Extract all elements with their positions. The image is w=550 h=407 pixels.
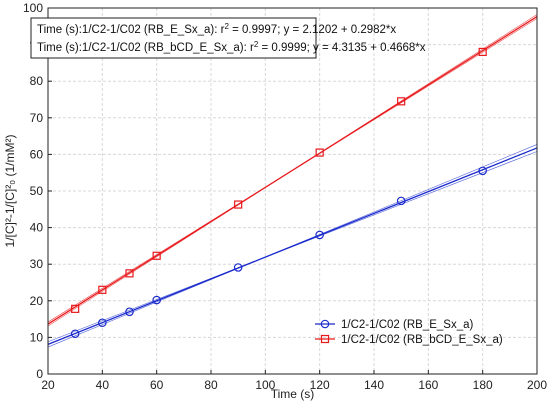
data-point-1 <box>125 307 134 317</box>
x-tick-label: 40 <box>96 378 110 392</box>
data-point-1 <box>315 230 324 240</box>
data-point-2 <box>397 97 406 106</box>
tick-labels: 20 40 60 80 100 120 140 160 180 200 0 10 20 30 40 50 60 7… <box>23 1 547 392</box>
x-tick-label: 140 <box>364 378 384 392</box>
x-axis-label: Time (s) <box>271 387 315 401</box>
y-tick-label: 60 <box>30 147 44 161</box>
legend-label-rb-bcd-e: 1/C2-1/C02 (RB_bCD_E_Sx_a) <box>341 334 503 346</box>
data-point-2 <box>98 285 107 294</box>
confidence-band-2-2 <box>47 18 538 323</box>
y-tick-label: 70 <box>30 111 44 125</box>
confidence-band-1-2 <box>47 151 538 343</box>
y-tick-label: 50 <box>30 184 44 198</box>
y-tick-label: 0 <box>36 367 43 381</box>
data-point-2 <box>71 304 80 313</box>
fit-equation-frame <box>30 17 317 59</box>
x-tick-label: 120 <box>310 378 330 392</box>
data-point-2 <box>478 47 487 57</box>
data-point-1 <box>233 263 243 272</box>
y-tick-label: 40 <box>30 221 44 235</box>
data-markers <box>70 47 487 339</box>
y-tick-label: 80 <box>30 74 44 88</box>
x-tick-label: 80 <box>204 378 218 392</box>
x-tick-label: 180 <box>473 378 493 392</box>
data-point-1 <box>396 196 406 206</box>
legend-item-rb-bcd-e: 1/C2-1/C02 (RB_bCD_E_Sx_a) <box>315 334 503 346</box>
legend-item-rb-e: 1/C2-1/C02 (RB_E_Sx_a) <box>315 319 473 331</box>
data-point-1 <box>152 295 161 305</box>
y-tick-label: 100 <box>23 1 43 15</box>
data-point-1 <box>70 329 80 339</box>
data-point-2 <box>152 251 161 260</box>
x-tick-label: 20 <box>41 378 55 392</box>
data-point-1 <box>98 318 107 328</box>
legend-symbol-rb-e <box>315 319 335 329</box>
fit-line-1 <box>47 147 538 346</box>
legend-label-rb-e: 1/C2-1/C02 (RB_E_Sx_a) <box>341 319 473 331</box>
data-point-2 <box>234 200 243 209</box>
y-tick-label: 10 <box>30 330 44 344</box>
legend-marker <box>320 334 330 344</box>
x-tick-label: 200 <box>527 378 547 392</box>
y-tick-label: 20 <box>30 294 44 308</box>
legend-symbol-rb-bcd-e <box>315 334 335 344</box>
x-tick-label: 60 <box>150 378 164 392</box>
legend: 1/C2-1/C02 (RB_E_Sx_a) 1/C2-1/C02 (RB_bC… <box>315 319 503 346</box>
fit-lines <box>47 14 538 348</box>
x-tick-label: 160 <box>418 378 438 392</box>
legend-marker <box>320 319 330 329</box>
data-point-2 <box>315 148 324 157</box>
fit-equation-box: Time (s):1/C2-1/C02 (RB_E_Sx_a): r2 = 0.… <box>30 17 426 59</box>
fit-equation-1: Time (s):1/C2-1/C02 (RB_E_Sx_a): r2 = 0.… <box>37 22 396 36</box>
data-point-1 <box>478 166 487 176</box>
data-point-2 <box>125 269 134 278</box>
confidence-band-1-1 <box>47 144 538 348</box>
y-tick-label: 30 <box>30 257 44 271</box>
fit-equation-2: Time (s):1/C2-1/C02 (RB_bCD_E_Sx_a): r2 … <box>37 40 426 54</box>
y-axis-label: 1/[C]²-1/[C]²₀ (1/mM²) <box>3 135 17 248</box>
x-tick-label: 100 <box>255 378 275 392</box>
